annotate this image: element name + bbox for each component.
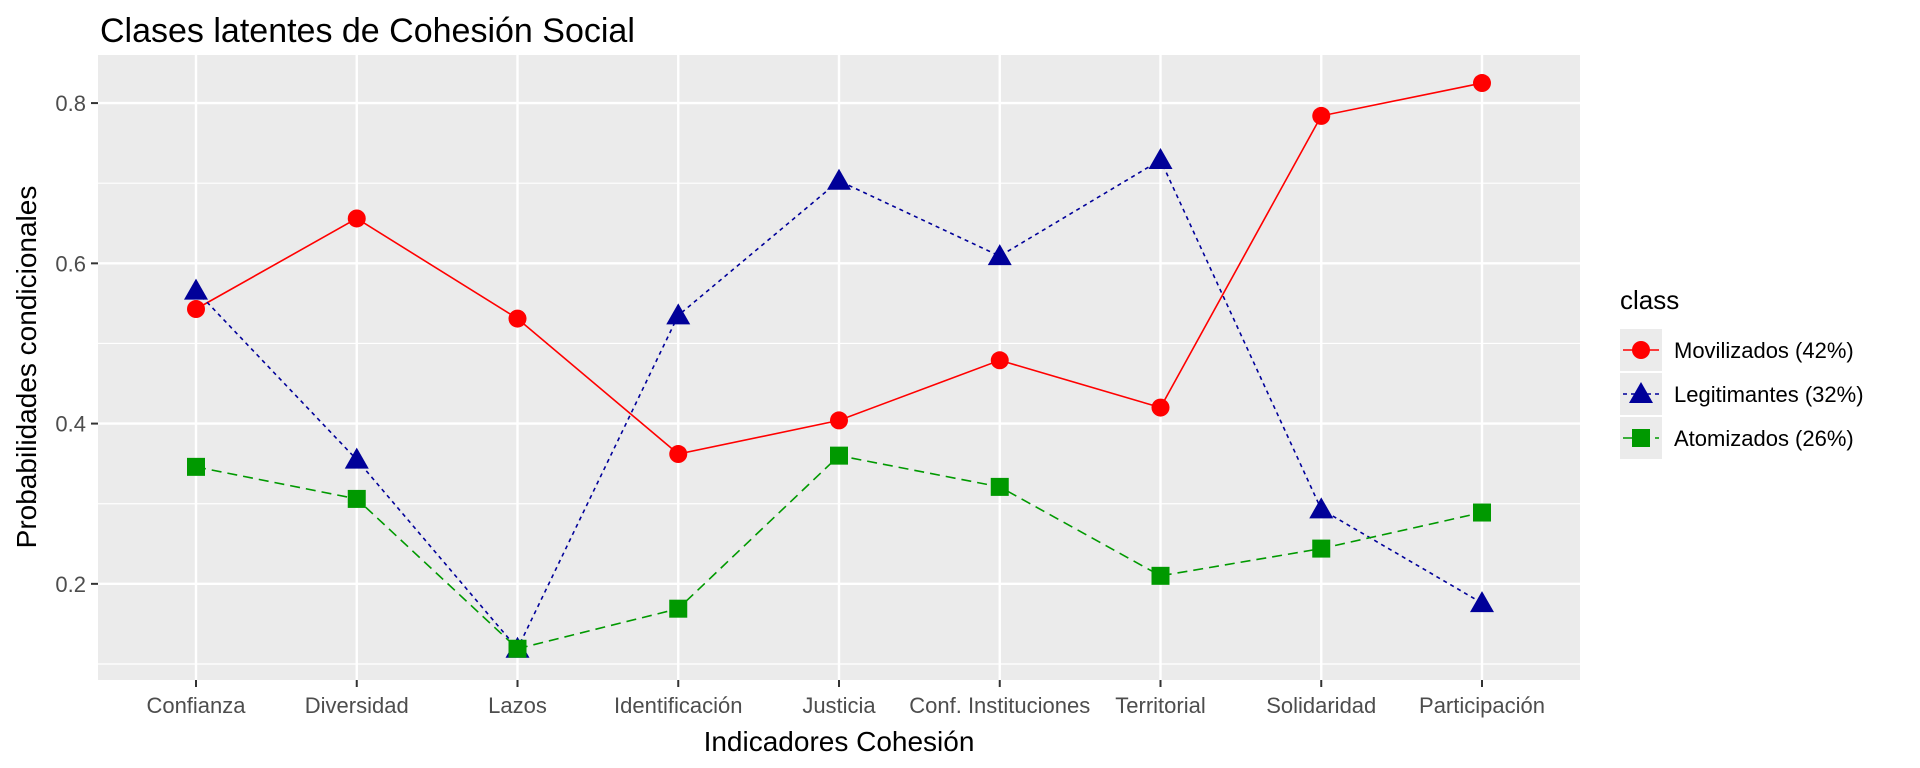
y-tick-label: 0.8 [55, 91, 86, 116]
legend-title: class [1620, 285, 1679, 315]
legend-item-0: Movilizados (42%) [1620, 329, 1854, 371]
legend-key-marker [1629, 382, 1653, 403]
y-tick-label: 0.6 [55, 251, 86, 276]
data-point [1151, 398, 1170, 417]
legend-label: Movilizados (42%) [1674, 338, 1854, 363]
data-point [1309, 497, 1334, 519]
chart-title: Clases latentes de Cohesión Social [100, 12, 635, 50]
data-point [508, 309, 527, 328]
data-point [830, 411, 848, 430]
legend-key-marker [1632, 341, 1650, 359]
data-point [1473, 503, 1491, 522]
data-point [987, 244, 1012, 266]
series-layer [184, 74, 1494, 658]
data-point [347, 209, 366, 228]
data-point [990, 351, 1009, 370]
legend-label: Atomizados (26%) [1674, 426, 1854, 451]
data-point [508, 639, 527, 658]
x-tick-label: Conf. Instituciones [909, 693, 1090, 718]
series-line [195, 158, 1483, 651]
series-0 [187, 74, 1491, 464]
x-axis-title: Indicadores Cohesión [704, 726, 975, 757]
data-point [1470, 591, 1494, 613]
x-tick-label: Identificación [614, 693, 742, 718]
data-point [1312, 539, 1331, 558]
data-point [1151, 566, 1170, 585]
data-point [666, 303, 691, 325]
y-axis-title: Probabilidades condicionales [11, 186, 42, 549]
x-tick-label: Diversidad [305, 693, 409, 718]
y-tick-label: 0.4 [55, 412, 86, 437]
data-point [669, 599, 688, 618]
legend: class Movilizados (42%) Legitimantes (32%… [1620, 285, 1864, 459]
data-point [187, 457, 205, 476]
data-point [830, 446, 848, 465]
data-point [184, 278, 208, 300]
data-point [347, 489, 366, 508]
axis-ticks: 0.2 0.4 0.6 0.8 Confianza Diversidad Lazos Iden… [55, 91, 1545, 718]
x-tick-label: Justicia [802, 693, 876, 718]
x-tick-label: Territorial [1115, 693, 1205, 718]
y-tick-label: 0.2 [55, 572, 86, 597]
legend-item-2: Atomizados (26%) [1620, 417, 1854, 459]
x-tick-label: Participación [1419, 693, 1545, 718]
data-point [1312, 106, 1331, 125]
data-point [827, 168, 851, 190]
x-tick-label: Confianza [146, 693, 246, 718]
x-tick-label: Lazos [488, 693, 547, 718]
legend-key-marker [1632, 429, 1650, 447]
data-point [187, 300, 205, 319]
series-2 [187, 446, 1491, 658]
x-tick-label: Solidaridad [1266, 693, 1376, 718]
data-point [1148, 147, 1173, 169]
data-point [1473, 74, 1491, 93]
data-point [669, 445, 688, 464]
grid [98, 55, 1580, 680]
data-point [990, 477, 1009, 496]
legend-label: Legitimantes (32%) [1674, 382, 1864, 407]
legend-item-1: Legitimantes (32%) [1620, 373, 1864, 415]
data-point [344, 447, 369, 469]
